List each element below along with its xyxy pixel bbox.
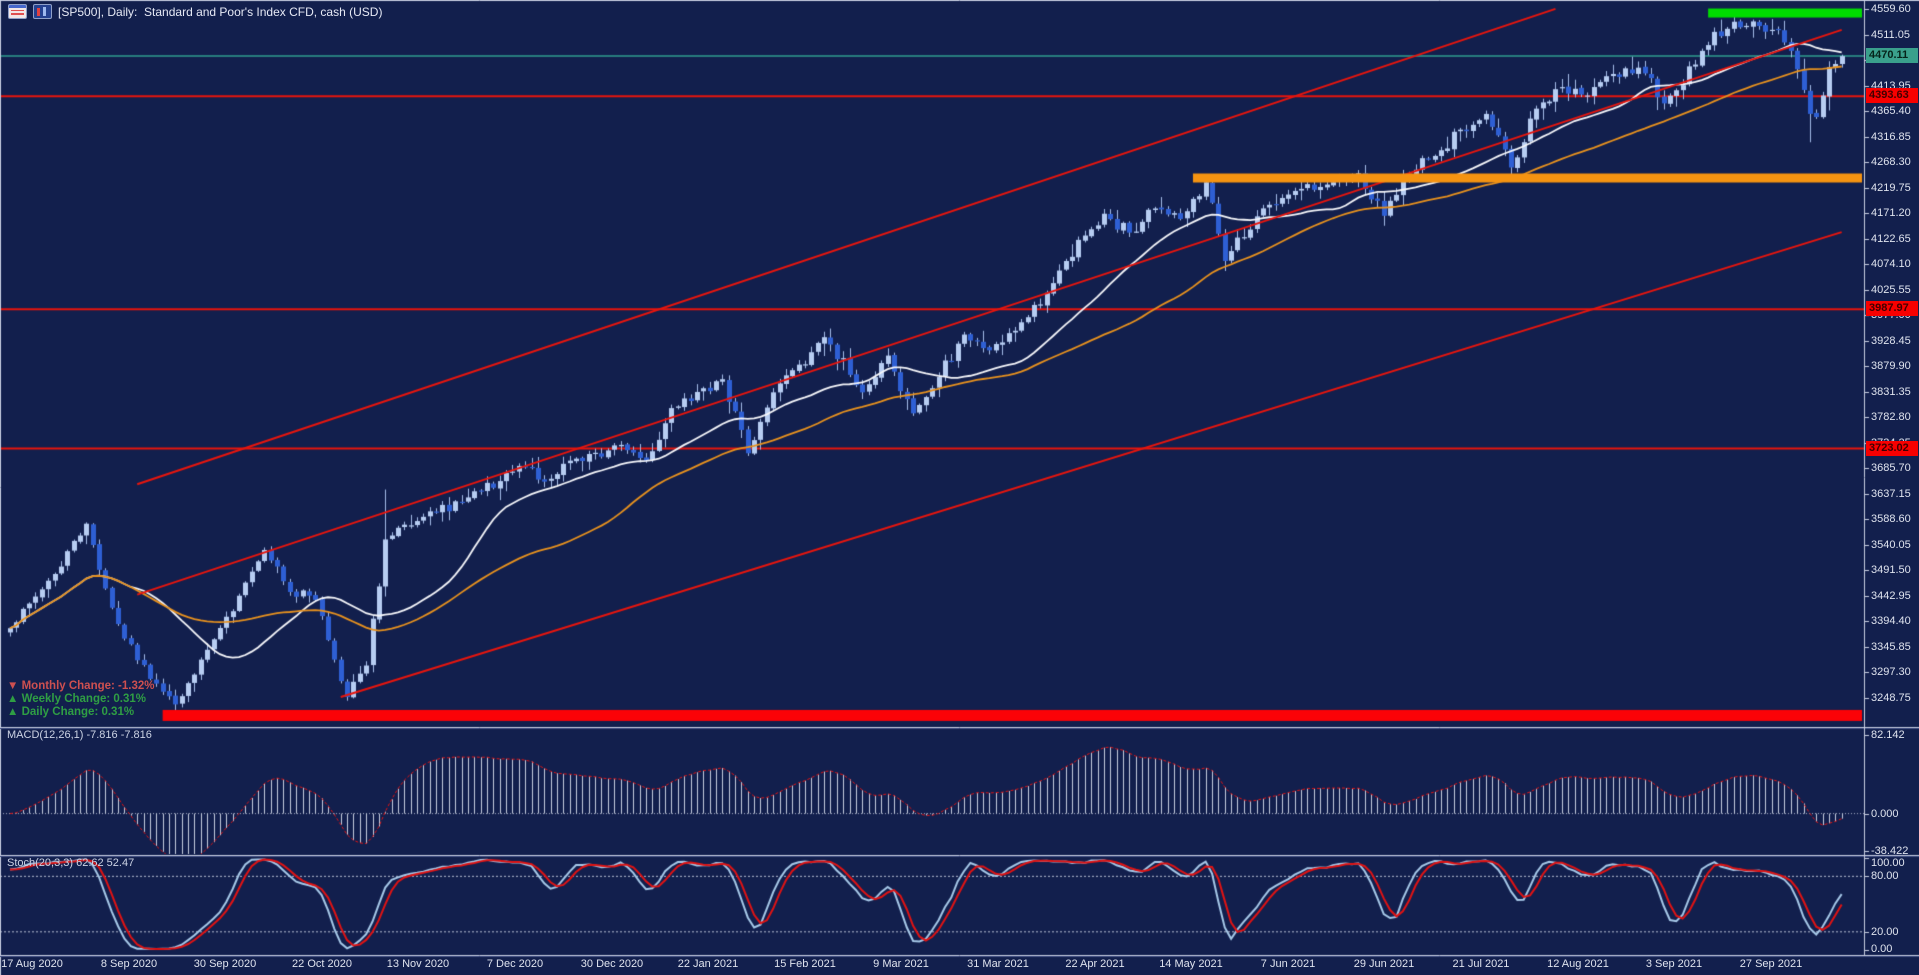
price-axis-tick: 4268.30 [1871, 156, 1911, 169]
price-axis-tick: 4559.60 [1871, 3, 1911, 16]
macd-axis-tick: -38.422 [1871, 844, 1909, 857]
price-axis-tick: 3540.05 [1871, 538, 1911, 551]
stoch-axis-tick: 80.00 [1871, 870, 1899, 883]
price-axis[interactable]: 4559.604511.054462.504413.954365.404316.… [1864, 0, 1919, 955]
time-axis-label: 7 Jun 2021 [1260, 958, 1316, 970]
candlestick-chart-icon [33, 4, 52, 19]
level-price-tag: 3723.02 [1866, 440, 1918, 456]
chart-window-icon [8, 4, 27, 19]
price-axis-tick: 4365.40 [1871, 105, 1911, 118]
up-arrow-icon: ▲ [7, 706, 19, 718]
price-axis-tick: 4316.85 [1871, 130, 1911, 143]
price-axis-tick: 4219.75 [1871, 181, 1911, 194]
macd-axis-tick: 82.142 [1871, 729, 1905, 741]
time-axis-label: 27 Sep 2021 [1739, 958, 1803, 970]
time-axis-label: 22 Jan 2021 [677, 958, 739, 970]
change-summary: ▼ Monthly Change: -1.32% ▲ Weekly Change… [7, 680, 155, 719]
macd-axis-tick: 0.000 [1871, 807, 1899, 820]
price-axis-tick: 3248.75 [1871, 691, 1911, 704]
price-axis-tick: 3442.95 [1871, 589, 1911, 602]
monthly-change-label: ▼ Monthly Change: -1.32% [7, 680, 155, 692]
time-axis-label: 31 Mar 2021 [967, 958, 1029, 970]
time-axis-label: 12 Aug 2021 [1547, 958, 1609, 970]
price-axis-tick: 3345.85 [1871, 640, 1911, 653]
time-axis-label: 14 May 2021 [1159, 958, 1223, 970]
price-axis-tick: 4511.05 [1871, 28, 1910, 41]
time-axis-label: 13 Nov 2020 [386, 958, 450, 970]
price-axis-tick: 3588.60 [1871, 513, 1911, 526]
price-axis-tick: 3685.70 [1871, 462, 1911, 475]
level-price-tag: 4393.63 [1866, 88, 1918, 104]
time-axis-label: 30 Sep 2020 [193, 958, 257, 970]
macd-panel-label: MACD(12,26,1) -7.816 -7.816 [7, 729, 152, 741]
price-axis-tick: 3782.80 [1871, 411, 1911, 424]
time-axis-label: 8 Sep 2020 [100, 958, 158, 970]
time-axis-label: 17 Aug 2020 [1, 958, 63, 970]
time-axis-label: 15 Feb 2021 [774, 958, 836, 970]
price-axis-tick: 3491.50 [1871, 564, 1911, 577]
price-axis-tick: 3879.90 [1871, 360, 1911, 373]
time-axis-label: 9 Mar 2021 [873, 958, 929, 970]
price-axis-tick: 3928.45 [1871, 334, 1911, 347]
time-axis-label: 7 Dec 2020 [486, 958, 544, 970]
current-price-tag: 4470.11 [1866, 48, 1918, 64]
price-axis-tick: 3831.35 [1871, 385, 1911, 398]
price-axis-tick: 4074.10 [1871, 258, 1911, 271]
up-arrow-icon: ▲ [7, 693, 19, 705]
price-axis-tick: 3297.30 [1871, 666, 1911, 679]
weekly-change-label: ▲ Weekly Change: 0.31% [7, 693, 147, 705]
time-axis[interactable]: 17 Aug 2020 8 Sep 2020 30 Sep 2020 22 Oct 2… [0, 955, 1919, 975]
level-price-tag: 3987.97 [1866, 301, 1918, 317]
price-axis-tick: 4171.20 [1871, 207, 1911, 220]
stoch-axis-tick: 20.00 [1871, 925, 1899, 938]
chart-title: [SP500], Daily: Standard and Poor's Inde… [58, 4, 383, 19]
chart-title-bar: [SP500], Daily: Standard and Poor's Inde… [8, 4, 382, 19]
price-axis-tick: 4025.55 [1871, 283, 1911, 296]
stoch-axis-tick: 100.00 [1871, 857, 1905, 869]
time-axis-label: 22 Apr 2021 [1065, 958, 1125, 970]
time-axis-label: 30 Dec 2020 [580, 958, 644, 970]
daily-change-label: ▲ Daily Change: 0.31% [7, 706, 135, 718]
price-axis-tick: 4122.65 [1871, 232, 1911, 245]
time-axis-label: 21 Jul 2021 [1452, 958, 1510, 970]
down-arrow-icon: ▼ [7, 680, 19, 692]
price-axis-tick: 3394.40 [1871, 615, 1911, 628]
stoch-panel-label: Stoch(20,3,3) 62.62 52.47 [7, 857, 135, 869]
stoch-axis-tick: 0.00 [1871, 943, 1893, 955]
time-axis-label: 22 Oct 2020 [292, 958, 352, 970]
price-axis-tick: 3637.15 [1871, 487, 1911, 500]
time-axis-label: 29 Jun 2021 [1353, 958, 1415, 970]
time-axis-label: 3 Sep 2021 [1645, 958, 1703, 970]
